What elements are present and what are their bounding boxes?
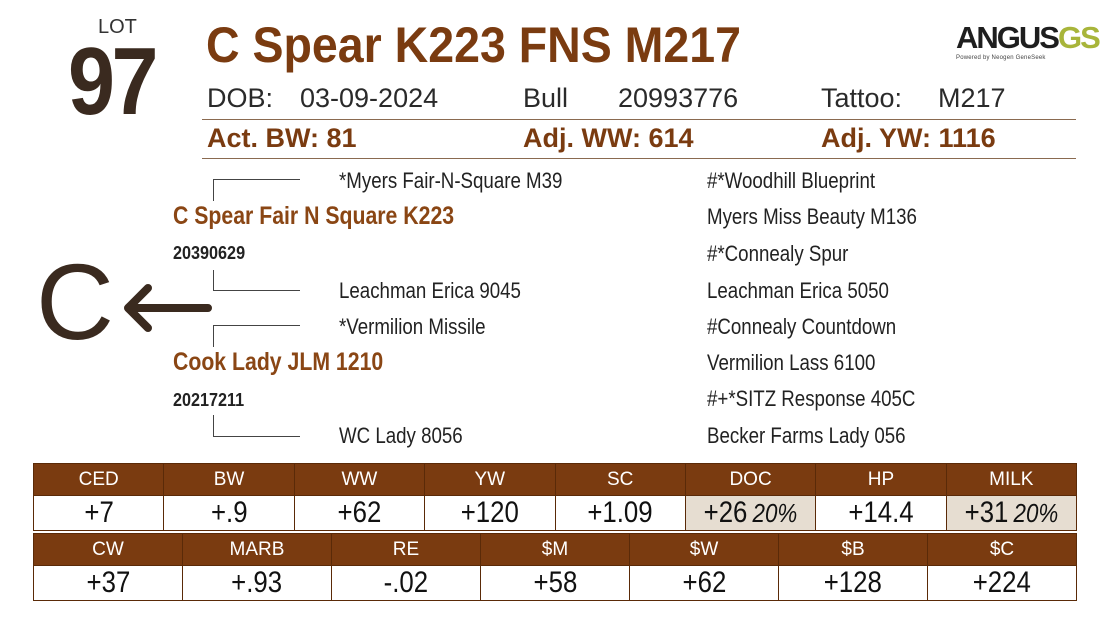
epd-value: +128 <box>778 565 928 601</box>
bracket-line <box>213 290 300 291</box>
ancestor: #*Connealy Spur <box>707 241 849 266</box>
epd-value: +7 <box>32 495 165 531</box>
bracket-line <box>213 436 300 437</box>
bracket-line <box>213 270 214 290</box>
ancestor: Vermilion Lass 6100 <box>707 350 876 375</box>
epd-number: +7 <box>83 496 114 530</box>
bracket-line <box>213 325 214 347</box>
epd-percentile: 20% <box>1013 498 1059 528</box>
animal-name: C Spear K223 FNS M217 <box>206 17 741 73</box>
dob-value: 03-09-2024 <box>300 83 439 113</box>
epd-number: +128 <box>823 566 883 600</box>
act-bw: Act. BW: 81 <box>207 123 357 153</box>
ancestor: #Connealy Countdown <box>707 314 897 339</box>
epd-header: $B <box>778 533 928 566</box>
tattoo-value: M217 <box>938 83 1006 113</box>
logo-main: ANGUS <box>956 20 1060 55</box>
dob-label: DOB: <box>207 83 274 113</box>
epd-header: $C <box>927 533 1077 566</box>
epd-value: +14.4 <box>815 495 947 531</box>
epd-value: +37 <box>33 565 183 601</box>
epd-value: +.9 <box>163 495 295 531</box>
side-mark-letter: C <box>36 241 114 362</box>
epd-number: +58 <box>533 566 577 600</box>
epd-number: +1.09 <box>587 496 653 530</box>
epd-number: +.93 <box>231 566 283 600</box>
ancestor: #*Woodhill Blueprint <box>707 168 876 193</box>
tattoo-label: Tattoo: <box>821 83 903 113</box>
epd-value: +26 20% <box>684 495 817 531</box>
epd-header: YW <box>424 463 556 496</box>
epd-number: +37 <box>86 566 130 600</box>
epd-header: HP <box>815 463 947 496</box>
bracket-line <box>213 179 300 180</box>
registration-number: 20993776 <box>618 83 739 113</box>
logo-accent: GS <box>1057 20 1101 55</box>
adj-yw: Adj. YW: 1116 <box>821 123 996 153</box>
divider-bottom <box>202 158 1076 159</box>
epd-number: +62 <box>337 496 382 530</box>
ancestor: Becker Farms Lady 056 <box>707 423 906 448</box>
epd-header: $M <box>480 533 630 566</box>
epd-percentile: 20% <box>752 498 798 528</box>
sex-label: Bull <box>523 83 569 113</box>
dam-registration: 20217211 <box>173 390 245 410</box>
epd-value: +.93 <box>182 565 332 601</box>
bracket-line <box>213 179 214 201</box>
bracket-line <box>213 415 214 436</box>
ancestor: Myers Miss Beauty M136 <box>707 204 917 229</box>
epd-number: +31 <box>964 496 1009 530</box>
epd-number: +224 <box>972 566 1032 600</box>
lot-number: 97 <box>68 28 158 135</box>
logo-tagline: Powered by Neogen GeneSeek <box>956 55 1046 61</box>
epd-header: $W <box>629 533 779 566</box>
epd-value: +1.09 <box>554 495 686 531</box>
ancestor: Leachman Erica 5050 <box>707 278 889 303</box>
epd-header: RE <box>331 533 481 566</box>
arrow-left-icon <box>124 284 212 332</box>
sire-dam: Leachman Erica 9045 <box>339 278 521 303</box>
epd-number: -.02 <box>383 566 429 600</box>
epd-value: +62 <box>629 565 779 601</box>
epd-table-row1: CED BW WW YW SC DOC HP MILK +7 +.9 +62 +120 +1.09 +2… <box>32 463 1078 531</box>
divider-top <box>202 119 1076 120</box>
epd-number: +62 <box>682 566 726 600</box>
epd-value: +62 <box>293 495 426 531</box>
epd-value: +31 20% <box>945 495 1078 531</box>
epd-header: MILK <box>945 463 1078 496</box>
sire-registration: 20390629 <box>173 243 246 263</box>
epd-header: CED <box>32 463 165 496</box>
adj-ww: Adj. WW: 614 <box>523 123 694 153</box>
dam-name: Cook Lady JLM 1210 <box>173 348 384 376</box>
dam-dam: WC Lady 8056 <box>339 423 463 448</box>
epd-header: CW <box>33 533 183 566</box>
bracket-line <box>213 325 300 326</box>
epd-header: WW <box>293 463 426 496</box>
epd-header: MARB <box>182 533 332 566</box>
lot-label: LOT <box>98 16 137 38</box>
epd-number: +120 <box>460 496 519 530</box>
dam-sire: *Vermilion Missile <box>339 314 486 339</box>
epd-value: -.02 <box>331 565 481 601</box>
ancestor: #+*SITZ Response 405C <box>707 386 916 411</box>
epd-value: +58 <box>480 565 630 601</box>
epd-number: +.9 <box>210 496 248 530</box>
epd-header: DOC <box>684 463 817 496</box>
epd-value: +120 <box>424 495 556 531</box>
sire-sire: *Myers Fair-N-Square M39 <box>339 168 563 193</box>
epd-header: BW <box>163 463 295 496</box>
epd-number: +26 <box>703 496 748 530</box>
epd-header: SC <box>554 463 686 496</box>
sire-name: C Spear Fair N Square K223 <box>173 202 455 230</box>
epd-number: +14.4 <box>848 496 914 530</box>
angus-gs-logo: ANGUSGS Powered by Neogen GeneSeek <box>956 22 1101 70</box>
epd-table-row2: CW MARB RE $M $W $B $C +37 +.93 -.02 +58 +62 +128 +2… <box>33 533 1077 601</box>
epd-value: +224 <box>927 565 1077 601</box>
